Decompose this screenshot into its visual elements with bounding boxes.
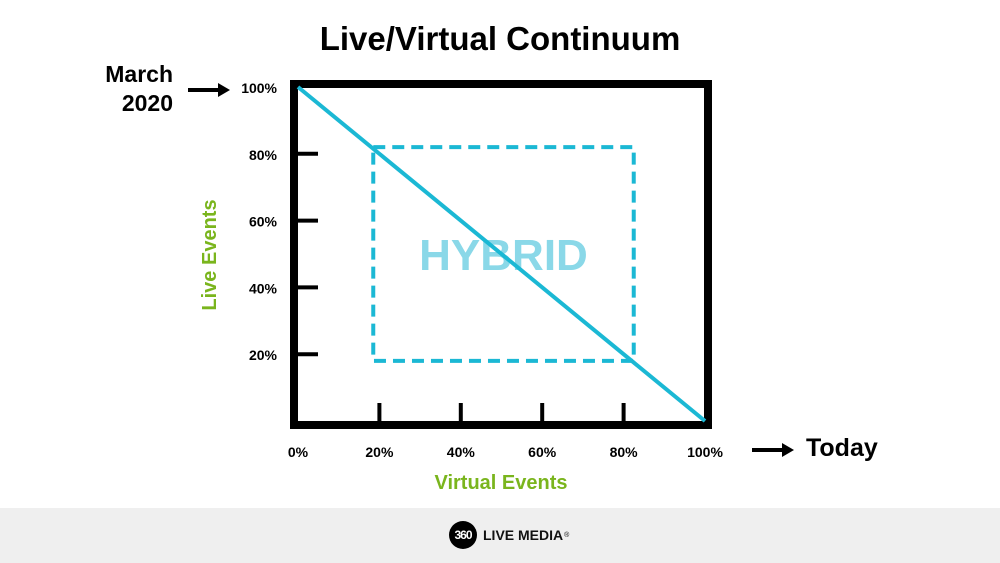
x-tick-label: 0% xyxy=(288,444,309,460)
y-tick-label: 80% xyxy=(249,147,278,163)
arrow-right-icon xyxy=(752,443,794,457)
x-axis-label: Virtual Events xyxy=(434,472,567,494)
start-label-line: March xyxy=(105,61,173,87)
y-tick-label: 100% xyxy=(241,80,277,96)
start-label-line: 2020 xyxy=(121,90,173,116)
hybrid-region xyxy=(371,145,636,363)
x-tick-label: 80% xyxy=(610,444,639,460)
end-label: Today xyxy=(806,434,878,462)
slide-title: Live/Virtual Continuum xyxy=(319,20,681,57)
x-tick-label: 20% xyxy=(365,444,394,460)
y-tick-label: 40% xyxy=(249,280,278,296)
continuum-chart: 100%80%60%40%20% 0%20%40%60%80%100% HYBR… xyxy=(199,80,723,494)
company-logo: 360 LIVE MEDIA ® xyxy=(449,521,569,549)
x-tick-label: 100% xyxy=(687,444,723,460)
arrow-right-icon xyxy=(188,83,230,97)
chart-frame xyxy=(290,80,712,429)
footer xyxy=(0,508,1000,563)
logo-mark: 360 xyxy=(449,521,477,549)
y-tick-label: 20% xyxy=(249,347,278,363)
x-tick-label: 40% xyxy=(447,444,476,460)
y-axis-label: Live Events xyxy=(199,199,221,310)
trademark: ® xyxy=(564,531,570,539)
x-tick-label: 60% xyxy=(528,444,557,460)
series-line xyxy=(296,85,707,423)
start-label: March 2020 xyxy=(97,60,173,118)
y-tick-label: 60% xyxy=(249,214,278,230)
logo-text: LIVE MEDIA xyxy=(483,527,564,543)
